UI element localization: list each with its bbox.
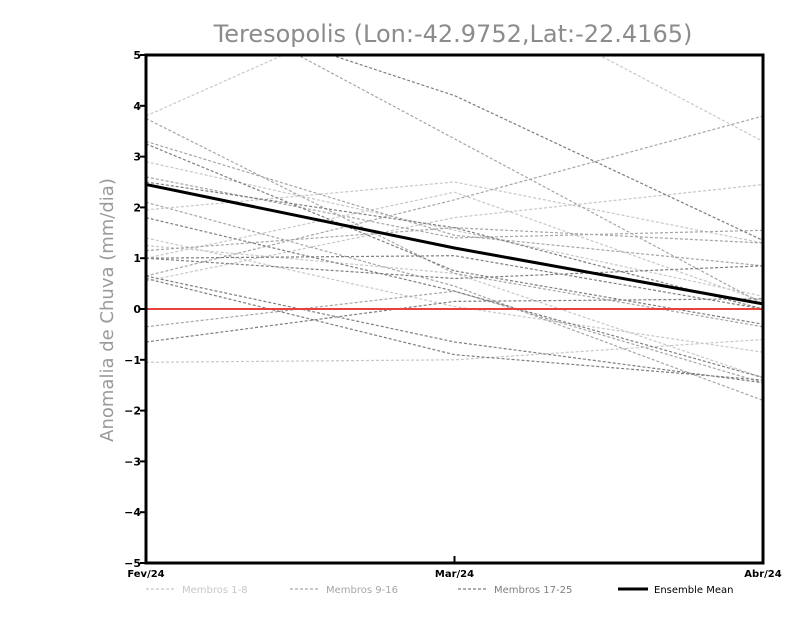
series-line-member-22 — [146, 217, 763, 379]
y-tick-label: 5 — [133, 49, 141, 62]
legend-label: Membros 17-25 — [494, 585, 572, 596]
series-line-member-10 — [146, 117, 763, 328]
y-tick-label: −4 — [124, 506, 141, 519]
series-line-member-6 — [146, 244, 763, 379]
y-tick-label: −1 — [124, 354, 141, 367]
y-tick-label: 0 — [133, 303, 141, 316]
series-line-member-4 — [146, 338, 763, 363]
legend-label: Membros 1-8 — [182, 585, 248, 596]
series-line-member-17 — [329, 55, 763, 241]
series-line-member-7 — [146, 161, 763, 297]
series-line-member-18 — [146, 143, 763, 325]
series-line-member-16 — [146, 201, 763, 401]
axis-layer: −5 −4 −3 −2 −1 0 1 2 3 4 5 Fev/24 Mar/24 Abr/24 — [124, 49, 782, 580]
series-line-member-23 — [146, 298, 763, 343]
x-tick-label: Abr/24 — [744, 569, 781, 580]
series-line-member-25 — [146, 257, 763, 280]
series-line-member-21 — [146, 275, 763, 384]
series-line-member-20 — [146, 255, 763, 310]
y-tick-label: 4 — [133, 100, 141, 113]
chart-title: Teresopolis (Lon:-42.9752,Lat:-22.4165) — [213, 20, 693, 48]
x-tick-label: Mar/24 — [435, 569, 474, 580]
series-line-member-3 — [146, 237, 763, 353]
series-line-member-15 — [146, 115, 763, 277]
legend: Membros 1-8 Membros 9-16 Membros 17-25 Ense… — [146, 585, 733, 596]
series-line-member-1 — [146, 55, 763, 142]
y-tick-label: −3 — [124, 455, 141, 468]
y-tick-label: 3 — [133, 151, 141, 164]
series-line-member-19 — [146, 181, 763, 310]
y-tick-label: 2 — [133, 201, 141, 214]
series-line-member-2 — [146, 181, 763, 244]
legend-label: Ensemble Mean — [654, 585, 733, 596]
series-line-member-8 — [146, 191, 763, 302]
series-line-member-24 — [146, 277, 763, 381]
legend-label: Membros 9-16 — [326, 585, 398, 596]
x-tick-label: Fev/24 — [127, 569, 164, 580]
series-line-member-11 — [146, 140, 763, 267]
series-layer — [146, 55, 763, 401]
y-tick-label: −5 — [124, 557, 141, 570]
y-tick-label: 1 — [133, 252, 141, 265]
series-line-member-13 — [146, 176, 763, 239]
series-line-member-5 — [146, 183, 763, 282]
series-line-ensemble-mean — [146, 183, 763, 306]
series-line-member-14 — [146, 227, 763, 252]
y-tick-label: −2 — [124, 405, 141, 418]
y-axis-label: Anomalia de Chuva (mm/dia) — [97, 178, 118, 442]
series-line-member-12 — [146, 290, 763, 384]
